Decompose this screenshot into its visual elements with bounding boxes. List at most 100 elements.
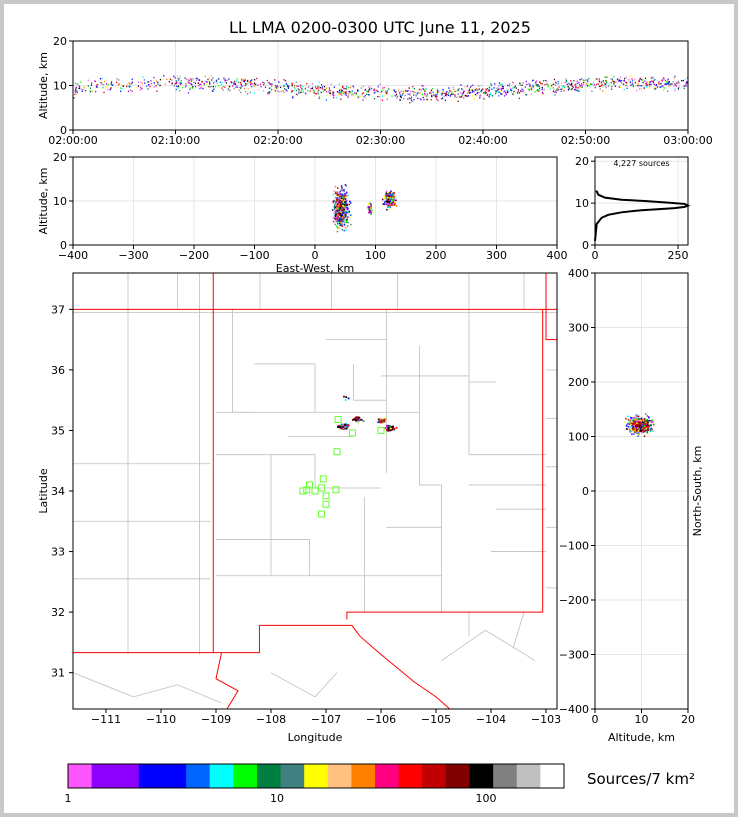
- source-point: [121, 87, 123, 90]
- source-point: [157, 83, 159, 85]
- source-point: [635, 85, 637, 87]
- source-point: [350, 223, 352, 226]
- source-point: [675, 81, 677, 83]
- source-point: [351, 90, 353, 92]
- source-point: [349, 216, 351, 218]
- source-point: [345, 427, 348, 430]
- source-point: [389, 200, 391, 203]
- source-point: [633, 416, 636, 419]
- source-point: [343, 208, 345, 211]
- source-point: [119, 87, 121, 89]
- source-point: [347, 212, 349, 214]
- source-point: [473, 98, 475, 100]
- source-point: [542, 80, 545, 82]
- source-point: [298, 85, 300, 87]
- source-point: [395, 426, 398, 429]
- source-point: [579, 84, 581, 86]
- colorbar-swatch: [233, 764, 258, 788]
- source-point: [454, 95, 456, 97]
- county-boundary: [468, 382, 546, 456]
- source-point: [611, 78, 613, 81]
- source-point: [377, 86, 379, 88]
- source-point: [684, 78, 686, 80]
- source-point: [393, 199, 396, 201]
- source-point: [361, 92, 363, 95]
- colorbar-swatch: [351, 764, 376, 788]
- source-point: [393, 428, 396, 430]
- source-point: [264, 86, 267, 88]
- source-point: [564, 81, 566, 84]
- source-point: [621, 82, 623, 84]
- source-point: [571, 83, 573, 86]
- source-point: [396, 97, 398, 99]
- source-point: [454, 90, 456, 93]
- source-point: [110, 81, 113, 83]
- source-point: [676, 82, 678, 85]
- source-point: [341, 94, 343, 96]
- source-point: [180, 82, 183, 85]
- source-point: [601, 84, 603, 87]
- source-point: [186, 78, 188, 80]
- source-point: [640, 423, 643, 425]
- source-point: [650, 83, 652, 86]
- source-point: [126, 85, 128, 88]
- source-point: [143, 79, 145, 81]
- source-point: [298, 90, 300, 92]
- source-point: [493, 87, 495, 89]
- source-point: [346, 86, 348, 88]
- source-point: [384, 198, 387, 201]
- source-point: [649, 81, 651, 83]
- source-point: [554, 91, 556, 93]
- source-point: [251, 83, 253, 85]
- source-point: [187, 92, 190, 94]
- source-point: [630, 418, 632, 420]
- source-point: [447, 94, 450, 96]
- source-point: [440, 93, 442, 95]
- source-point: [184, 86, 186, 89]
- source-point: [632, 425, 634, 428]
- source-point: [342, 209, 344, 212]
- source-point: [176, 75, 178, 77]
- source-point: [342, 219, 345, 222]
- colorbar-swatch: [162, 764, 187, 788]
- source-point: [581, 83, 583, 85]
- source-point: [205, 81, 208, 83]
- source-point: [412, 93, 414, 96]
- source-point: [496, 89, 499, 91]
- source-point: [344, 203, 346, 205]
- source-point: [485, 88, 487, 90]
- source-point: [636, 422, 638, 425]
- source-point: [409, 90, 411, 93]
- source-point: [287, 86, 289, 88]
- source-point: [503, 95, 506, 97]
- source-point: [682, 79, 684, 82]
- source-point: [326, 91, 328, 93]
- source-point: [244, 79, 246, 81]
- source-point: [99, 78, 102, 80]
- source-point: [370, 210, 373, 213]
- source-point: [633, 426, 636, 429]
- source-point: [661, 85, 664, 87]
- source-point: [639, 77, 641, 80]
- source-point: [321, 88, 324, 90]
- source-point: [247, 93, 249, 95]
- source-point: [488, 95, 490, 98]
- state-boundary: [346, 309, 544, 620]
- source-point: [437, 99, 439, 101]
- source-point: [495, 91, 497, 94]
- source-point: [589, 83, 591, 85]
- source-point: [461, 93, 463, 95]
- source-point: [344, 88, 346, 90]
- source-point: [348, 86, 350, 89]
- source-point: [342, 214, 344, 216]
- east-west-altitude-panel: −400 −300 −200 −100 0 100 200 300 40001020Altitu…: [37, 151, 568, 275]
- source-point: [342, 204, 344, 207]
- source-point: [340, 197, 343, 199]
- source-point: [640, 88, 643, 90]
- source-point: [390, 195, 392, 197]
- source-point: [491, 88, 493, 90]
- source-point: [366, 90, 368, 93]
- source-point: [463, 97, 465, 99]
- source-point: [274, 90, 277, 92]
